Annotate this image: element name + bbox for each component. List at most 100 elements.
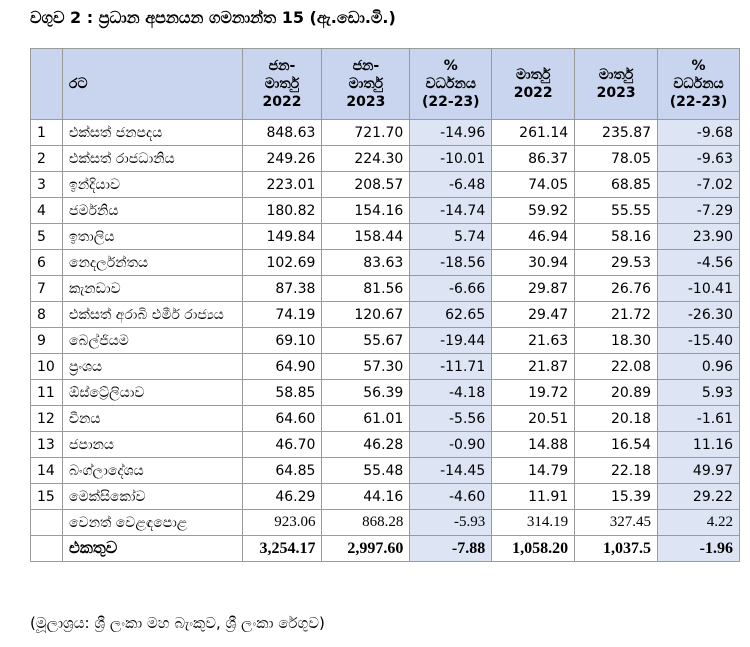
- table-row: 12 චීනය 64.60 61.01 -5.56 20.51 20.18 -1.61: [30, 405, 740, 432]
- value-cell: 46.29: [241, 483, 323, 510]
- value-cell: 0.96: [657, 353, 740, 380]
- value-cell: 87.38: [241, 275, 323, 302]
- value-cell: -1.96: [657, 535, 740, 562]
- header-line: (22-23): [422, 94, 480, 110]
- header-row: රට ජන- මාර්තු 2022 ජන- මාර්තු 2023% වර්ධනය (22-2…: [30, 48, 740, 120]
- value-cell: 61.01: [321, 405, 411, 432]
- value-cell: 81.56: [321, 275, 411, 302]
- header-line: මාර්තු: [264, 76, 300, 92]
- value-cell: -5.93: [409, 509, 493, 536]
- value-cell: -14.45: [409, 457, 493, 484]
- value-cell: 3,254.17: [241, 535, 323, 562]
- header-line: වර්ධනය: [673, 76, 724, 92]
- value-cell: 55.55: [574, 197, 659, 224]
- header-cell: මාර්තු 2023: [574, 48, 659, 120]
- row-number: 12: [30, 405, 63, 432]
- value-cell: -9.63: [657, 145, 740, 172]
- value-cell: -7.88: [409, 535, 493, 562]
- row-number: 5: [30, 223, 63, 250]
- value-cell: -1.61: [657, 405, 740, 432]
- header-cell: රට: [61, 48, 243, 120]
- value-cell: 327.45: [574, 509, 659, 536]
- table-row: එකතුව 3,254.17 2,997.60 -7.88 1,058.20 1,037.…: [30, 535, 740, 562]
- value-cell: 180.82: [241, 197, 323, 224]
- country-cell: ජර්මනිය: [61, 197, 243, 224]
- value-cell: 29.53: [574, 249, 659, 276]
- value-cell: 22.18: [574, 457, 659, 484]
- row-number: 13: [30, 431, 63, 458]
- country-cell: ඉන්දියාව: [61, 171, 243, 198]
- value-cell: -4.18: [409, 379, 493, 406]
- value-cell: 62.65: [409, 301, 493, 328]
- value-cell: 44.16: [321, 483, 411, 510]
- country-cell: වෙනත් වෙළඳපොළ: [61, 509, 243, 536]
- table-row: 8 එක්සත් අරාබි එමීර් රාජ්‍යය 74.19 120.67 62…: [30, 301, 740, 328]
- table-body: 1 එක්සත් ජනපදය 848.63 721.70 -14.96 261.14 235…: [30, 119, 740, 562]
- value-cell: 5.74: [409, 223, 493, 250]
- value-cell: 149.84: [241, 223, 323, 250]
- header-cell: % වර්ධනය (22-23): [409, 48, 493, 120]
- country-cell: ප්‍රංශය: [61, 353, 243, 380]
- value-cell: 64.90: [241, 353, 323, 380]
- value-cell: 74.05: [491, 171, 576, 198]
- value-cell: 20.51: [491, 405, 576, 432]
- value-cell: 14.79: [491, 457, 576, 484]
- value-cell: -0.90: [409, 431, 493, 458]
- value-cell: 102.69: [241, 249, 323, 276]
- source-note: (මූලාශ්‍රය: ශ්‍රී ලංකා මහ බැංකුව, ශ්‍රී …: [30, 614, 325, 632]
- country-cell: බංග්ලාදේශය: [61, 457, 243, 484]
- value-cell: -9.68: [657, 119, 740, 146]
- table-row: 11 ඕස්ට්‍රේලියාව 58.85 56.39 -4.18 19.72 20.89…: [30, 379, 740, 406]
- value-cell: -7.29: [657, 197, 740, 224]
- value-cell: 29.22: [657, 483, 740, 510]
- header-line: මාර්තු: [348, 76, 384, 92]
- country-cell: බෙල්ජියම: [61, 327, 243, 354]
- value-cell: 29.87: [491, 275, 576, 302]
- row-number: 4: [30, 197, 63, 224]
- table-row: 15 මෙක්සිකෝව 46.29 44.16 -4.60 11.91 15.39 29.2…: [30, 483, 740, 510]
- value-cell: 30.94: [491, 249, 576, 276]
- table-row: 2 එක්සත් රාජධානිය 249.26 224.30 -10.01 86.37 7…: [30, 145, 740, 172]
- header-line: 2022: [262, 94, 302, 110]
- country-cell: එක්සත් ජනපදය: [61, 119, 243, 146]
- value-cell: 223.01: [241, 171, 323, 198]
- value-cell: 26.76: [574, 275, 659, 302]
- value-cell: 83.63: [321, 249, 411, 276]
- value-cell: 261.14: [491, 119, 576, 146]
- value-cell: 74.19: [241, 301, 323, 328]
- value-cell: 923.06: [241, 509, 323, 536]
- value-cell: -14.96: [409, 119, 493, 146]
- header-cell: [30, 48, 63, 120]
- table-row: 4 ජර්මනිය 180.82 154.16 -14.74 59.92 55.55 -7.2…: [30, 197, 740, 224]
- value-cell: 11.91: [491, 483, 576, 510]
- header-line: මාර්තු: [598, 67, 634, 83]
- value-cell: -4.60: [409, 483, 493, 510]
- value-cell: 1,037.5: [574, 535, 659, 562]
- country-cell: මෙක්සිකෝව: [61, 483, 243, 510]
- value-cell: 58.85: [241, 379, 323, 406]
- header-line: (22-23): [669, 94, 728, 110]
- country-cell: කැනඩාව: [61, 275, 243, 302]
- value-cell: 46.94: [491, 223, 576, 250]
- value-cell: -7.02: [657, 171, 740, 198]
- header-line: ජන-: [352, 58, 380, 74]
- value-cell: 21.87: [491, 353, 576, 380]
- value-cell: 69.10: [241, 327, 323, 354]
- value-cell: 848.63: [241, 119, 323, 146]
- row-number: 11: [30, 379, 63, 406]
- value-cell: 57.30: [321, 353, 411, 380]
- value-cell: 49.97: [657, 457, 740, 484]
- value-cell: 11.16: [657, 431, 740, 458]
- value-cell: 2,997.60: [321, 535, 411, 562]
- value-cell: 22.08: [574, 353, 659, 380]
- value-cell: 46.70: [241, 431, 323, 458]
- header-line: රට: [68, 76, 88, 92]
- row-number: 10: [30, 353, 63, 380]
- value-cell: 158.44: [321, 223, 411, 250]
- value-cell: 21.72: [574, 301, 659, 328]
- row-number: 6: [30, 249, 63, 276]
- value-cell: -4.56: [657, 249, 740, 276]
- country-cell: එකතුව: [61, 535, 243, 562]
- table-row: 9 බෙල්ජියම 69.10 55.67 -19.44 21.63 18.30 -15.4…: [30, 327, 740, 354]
- value-cell: 1,058.20: [491, 535, 576, 562]
